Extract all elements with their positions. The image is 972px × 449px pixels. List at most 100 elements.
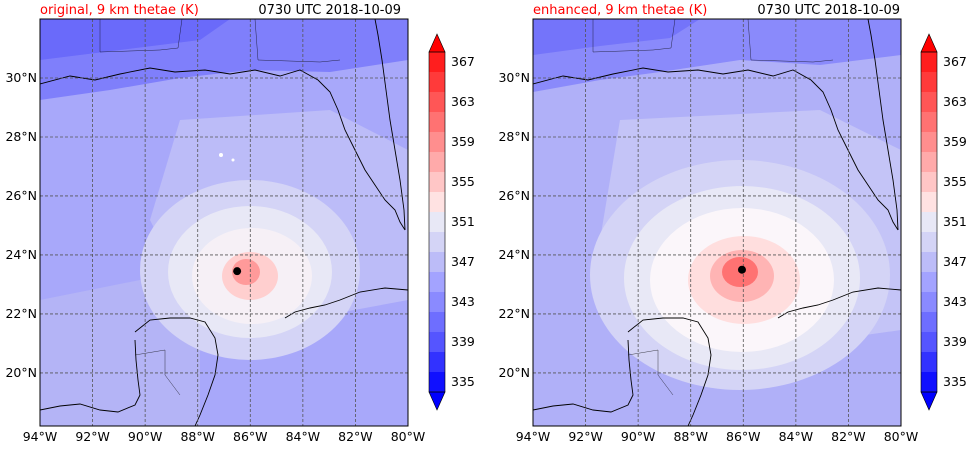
colorbar-segment xyxy=(921,292,937,312)
colorbar-segment xyxy=(429,92,445,112)
colorbar-tick-label: 339 xyxy=(943,334,967,349)
lon-tick-label: 90°W xyxy=(621,429,656,444)
colorbar-tick-label: 359 xyxy=(451,134,475,149)
colorbar-segment xyxy=(921,92,937,112)
lon-tick-label: 94°W xyxy=(23,429,58,444)
colorbar-segment xyxy=(429,252,445,272)
colorbar-segment xyxy=(921,332,937,352)
colorbar-segment xyxy=(429,232,445,252)
colorbar-tick-label: 367 xyxy=(451,54,475,69)
colorbar-tick-label: 343 xyxy=(451,294,475,309)
colorbar-segment xyxy=(429,132,445,152)
colorbar-segment xyxy=(921,72,937,92)
lon-tick-label: 82°W xyxy=(338,429,373,444)
graticule xyxy=(40,19,408,426)
panel-enhanced: enhanced, 9 km thetae (K) 0730 UTC 2018-… xyxy=(498,3,918,444)
colorbar-segment xyxy=(921,232,937,252)
borders xyxy=(592,19,834,396)
colorbar-extend-max xyxy=(920,33,938,53)
colorbar-tick-label: 335 xyxy=(943,374,967,389)
map-area xyxy=(40,19,408,426)
coastlines xyxy=(40,19,408,426)
panel-title-left: enhanced, 9 km thetae (K) xyxy=(533,3,707,18)
lon-tick-label: 94°W xyxy=(516,429,551,444)
map-area xyxy=(533,19,901,426)
colorbar-segment xyxy=(921,212,937,232)
colorbar-segment xyxy=(429,112,445,132)
graticule xyxy=(533,19,901,426)
lon-tick-label: 88°W xyxy=(180,429,215,444)
map-frame xyxy=(532,18,902,427)
lat-tick-label: 22°N xyxy=(498,306,530,321)
panel-title-right: 0730 UTC 2018-10-09 xyxy=(258,3,401,18)
colorbar-segment xyxy=(429,212,445,232)
colorbar-frame xyxy=(920,51,938,393)
field-band-darker xyxy=(533,19,700,55)
colorbar-segment xyxy=(921,132,937,152)
colorbar-tick-label: 367 xyxy=(943,54,967,69)
lon-tick-label: 80°W xyxy=(884,429,919,444)
colorbar-segment xyxy=(921,352,937,372)
colorbar-segment xyxy=(429,72,445,92)
colorbar-segment xyxy=(429,372,445,392)
colorbar-segment xyxy=(429,172,445,192)
lat-tick-label: 28°N xyxy=(5,129,37,144)
colorbar-tick-label: 355 xyxy=(943,174,967,189)
speckle xyxy=(231,158,235,162)
colorbar-extend-min xyxy=(920,391,938,411)
colorbar-tick-label: 343 xyxy=(943,294,967,309)
coastlines xyxy=(533,19,901,426)
colorbar-segment xyxy=(429,332,445,352)
colorbar-segment xyxy=(429,292,445,312)
colorbar-tick-label: 351 xyxy=(943,214,967,229)
lat-tick-label: 20°N xyxy=(498,365,530,380)
colorbar-segment xyxy=(429,52,445,72)
colorbar-tick-label: 355 xyxy=(451,174,475,189)
colorbar-segment xyxy=(921,312,937,332)
colorbar-segment xyxy=(921,252,937,272)
colorbar-tick-label: 339 xyxy=(451,334,475,349)
colorbar-tick-label: 347 xyxy=(943,254,967,269)
lon-tick-label: 80°W xyxy=(391,429,426,444)
colorbar-segment xyxy=(921,112,937,132)
storm-center-marker xyxy=(233,267,242,276)
speckle xyxy=(219,153,223,157)
colorbar-segment xyxy=(429,352,445,372)
axis-ticks: 94°W 92°W 90°W 88°W 86°W 84°W 82°W 80°W 20°N 22°N… xyxy=(5,70,425,444)
storm-center-marker xyxy=(737,265,746,274)
colorbar-tick-label: 363 xyxy=(943,94,967,109)
storm-core xyxy=(232,259,260,285)
colorbar-extend-min xyxy=(428,391,446,411)
colorbar-segment xyxy=(921,152,937,172)
field-band-darker xyxy=(40,19,230,60)
lon-tick-label: 84°W xyxy=(286,429,321,444)
colorbar-tick-label: 359 xyxy=(943,134,967,149)
lat-tick-label: 28°N xyxy=(498,129,530,144)
colorbar-segment xyxy=(429,192,445,212)
colorbar-left: 335 339 343 347 351 355 359 363 367 xyxy=(428,33,475,411)
colorbar-segment xyxy=(921,172,937,192)
lon-tick-label: 86°W xyxy=(233,429,268,444)
colorbar-segment xyxy=(429,272,445,292)
colorbar-tick-label: 351 xyxy=(451,214,475,229)
colorbar-segment xyxy=(429,152,445,172)
lon-tick-label: 86°W xyxy=(726,429,761,444)
lat-tick-label: 26°N xyxy=(498,188,530,203)
lat-tick-label: 24°N xyxy=(5,247,37,262)
lat-tick-label: 30°N xyxy=(498,70,530,85)
panel-title-right: 0730 UTC 2018-10-09 xyxy=(757,3,900,18)
panel-original: original, 9 km thetae (K) 0730 UTC 2018-… xyxy=(5,3,425,444)
map-frame xyxy=(39,18,409,427)
lat-tick-label: 24°N xyxy=(498,247,530,262)
lat-tick-label: 30°N xyxy=(5,70,37,85)
colorbar-segment xyxy=(921,272,937,292)
colorbar-right: 335 339 343 347 351 355 359 363 367 xyxy=(920,33,967,411)
lon-tick-label: 90°W xyxy=(128,429,163,444)
lon-tick-label: 88°W xyxy=(673,429,708,444)
panel-title-left: original, 9 km thetae (K) xyxy=(40,3,199,18)
colorbar-segment xyxy=(429,312,445,332)
colorbar-tick-label: 335 xyxy=(451,374,475,389)
lon-tick-label: 84°W xyxy=(779,429,814,444)
borders xyxy=(99,19,341,396)
